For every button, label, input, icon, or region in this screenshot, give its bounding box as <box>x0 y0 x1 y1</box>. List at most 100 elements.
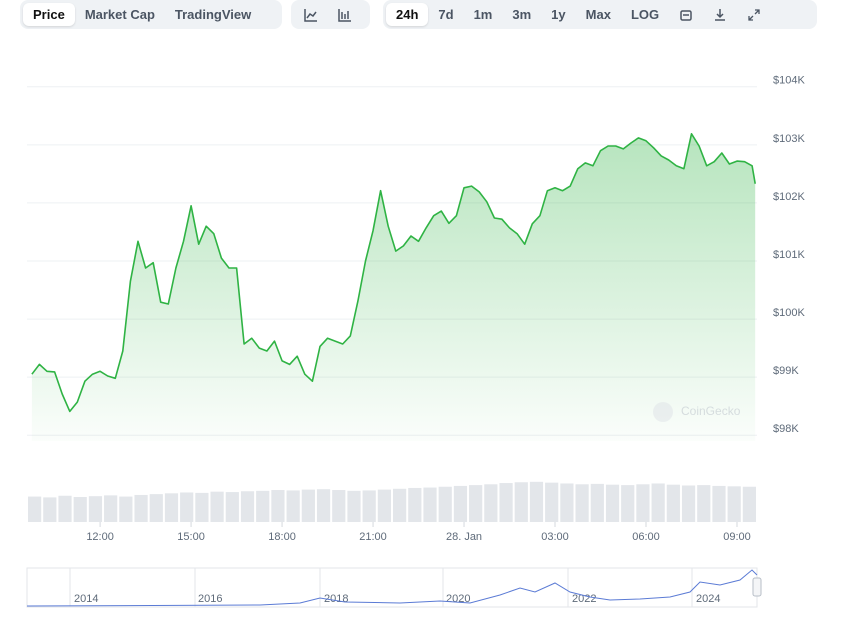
volume-bar <box>438 486 452 522</box>
volume-bar <box>301 489 315 522</box>
range-group: 24h 7d 1m 3m 1y Max LOG <box>383 0 817 29</box>
navigator-handle[interactable] <box>752 577 762 597</box>
candle-chart-icon[interactable] <box>328 3 362 26</box>
volume-bar <box>271 490 285 522</box>
volume-bar <box>621 485 635 522</box>
range-1m[interactable]: 1m <box>473 7 493 22</box>
watermark-text: CoinGecko <box>681 404 741 418</box>
volume-bar <box>88 496 103 522</box>
volume-bar <box>332 490 346 522</box>
x-tick-label: 15:00 <box>177 531 205 543</box>
volume-bar <box>43 497 57 522</box>
volume-bar <box>240 491 255 522</box>
tab-market-cap[interactable]: Market Cap <box>84 7 155 22</box>
volume-bar <box>134 494 148 522</box>
line-chart-icon[interactable] <box>294 3 328 26</box>
volume-bar <box>605 484 620 522</box>
volume-bar <box>529 481 544 522</box>
navigator: 2014 2016 2018 2020 2022 2024 <box>26 567 762 608</box>
icon <box>304 8 317 22</box>
price-line <box>31 133 756 413</box>
volume-bar <box>180 492 194 522</box>
volume-bar <box>469 485 483 522</box>
volume-bar <box>164 493 179 522</box>
volume-bar <box>681 485 696 522</box>
watermark-logo <box>653 402 673 422</box>
navigator-label: 2014 <box>74 593 98 605</box>
y-tick-label: $101K <box>773 249 805 261</box>
x-tick-label: 03:00 <box>541 531 569 543</box>
volume-bar <box>484 484 498 522</box>
volume-bar <box>73 496 87 522</box>
volume-bar <box>545 482 559 522</box>
volume-bar <box>423 487 437 522</box>
volume-bar <box>286 490 300 522</box>
price-area <box>31 133 756 442</box>
y-tick-label: $99K <box>773 365 799 377</box>
x-tick-label: 21:00 <box>359 531 387 543</box>
calendar-icon[interactable] <box>669 3 703 26</box>
icon <box>715 8 726 21</box>
volume-bar <box>256 490 270 522</box>
volume-bar <box>58 495 72 522</box>
y-tick-label: $104K <box>773 75 805 87</box>
y-tick-label: $100K <box>773 307 805 319</box>
navigator-frame <box>26 567 758 608</box>
volume-bar <box>362 490 376 522</box>
icon <box>338 8 351 22</box>
x-tick-label: 12:00 <box>86 531 114 543</box>
volume-bar <box>636 484 650 522</box>
navigator-label: 2022 <box>572 593 596 605</box>
volume-bar <box>316 489 331 522</box>
view-tabs: Price Market Cap TradingView <box>20 0 282 29</box>
volume-bar <box>666 484 680 522</box>
range-7d[interactable]: 7d <box>438 7 454 22</box>
y-tick-label: $103K <box>773 133 805 145</box>
volume-bar <box>560 483 574 522</box>
volume-bar <box>453 485 468 522</box>
volume-bar <box>651 483 665 522</box>
volume-bar <box>499 483 513 522</box>
price-chart: $98K $99K $100K $101K $102K $103K $104K 12:00 15… <box>27 75 805 543</box>
navigator-label: 2016 <box>198 593 222 605</box>
tab-tradingview[interactable]: TradingView <box>174 7 252 22</box>
volume-bar <box>210 491 224 522</box>
range-3m[interactable]: 3m <box>512 7 532 22</box>
volume-bar <box>575 484 589 522</box>
volume-bar <box>149 494 163 522</box>
tab-price[interactable]: Price <box>23 3 75 26</box>
range-max[interactable]: Max <box>585 7 611 22</box>
icon <box>748 8 760 21</box>
y-tick-label: $98K <box>773 423 799 435</box>
range-1y[interactable]: 1y <box>551 7 566 22</box>
expand-icon[interactable] <box>737 3 771 26</box>
volume-bar <box>347 490 361 522</box>
volume-bar <box>104 495 118 522</box>
range-24h[interactable]: 24h <box>386 3 429 26</box>
x-tick-label: 18:00 <box>268 531 296 543</box>
log-toggle[interactable]: LOG <box>630 7 660 22</box>
volume-bar <box>195 492 209 522</box>
volume-bar <box>119 496 133 522</box>
volume-bar <box>393 488 407 522</box>
volume-bar <box>514 482 528 522</box>
volume-bar <box>590 483 604 522</box>
volume-bar <box>28 496 42 522</box>
icon <box>680 9 692 21</box>
volume-bar <box>727 486 741 522</box>
y-tick-label: $102K <box>773 191 805 203</box>
volume-bar <box>712 485 726 522</box>
volume-bar <box>408 487 422 522</box>
x-tick-label: 06:00 <box>632 531 660 543</box>
volume-bar <box>377 489 391 522</box>
volume-bar <box>225 492 239 522</box>
volume-bar <box>697 485 711 522</box>
x-tick-label: 28. Jan <box>446 531 482 543</box>
navigator-label: 2024 <box>696 593 720 605</box>
navigator-line <box>26 569 758 607</box>
download-icon[interactable] <box>703 3 737 26</box>
volume-chart <box>28 481 756 522</box>
watermark: CoinGecko <box>653 402 741 422</box>
